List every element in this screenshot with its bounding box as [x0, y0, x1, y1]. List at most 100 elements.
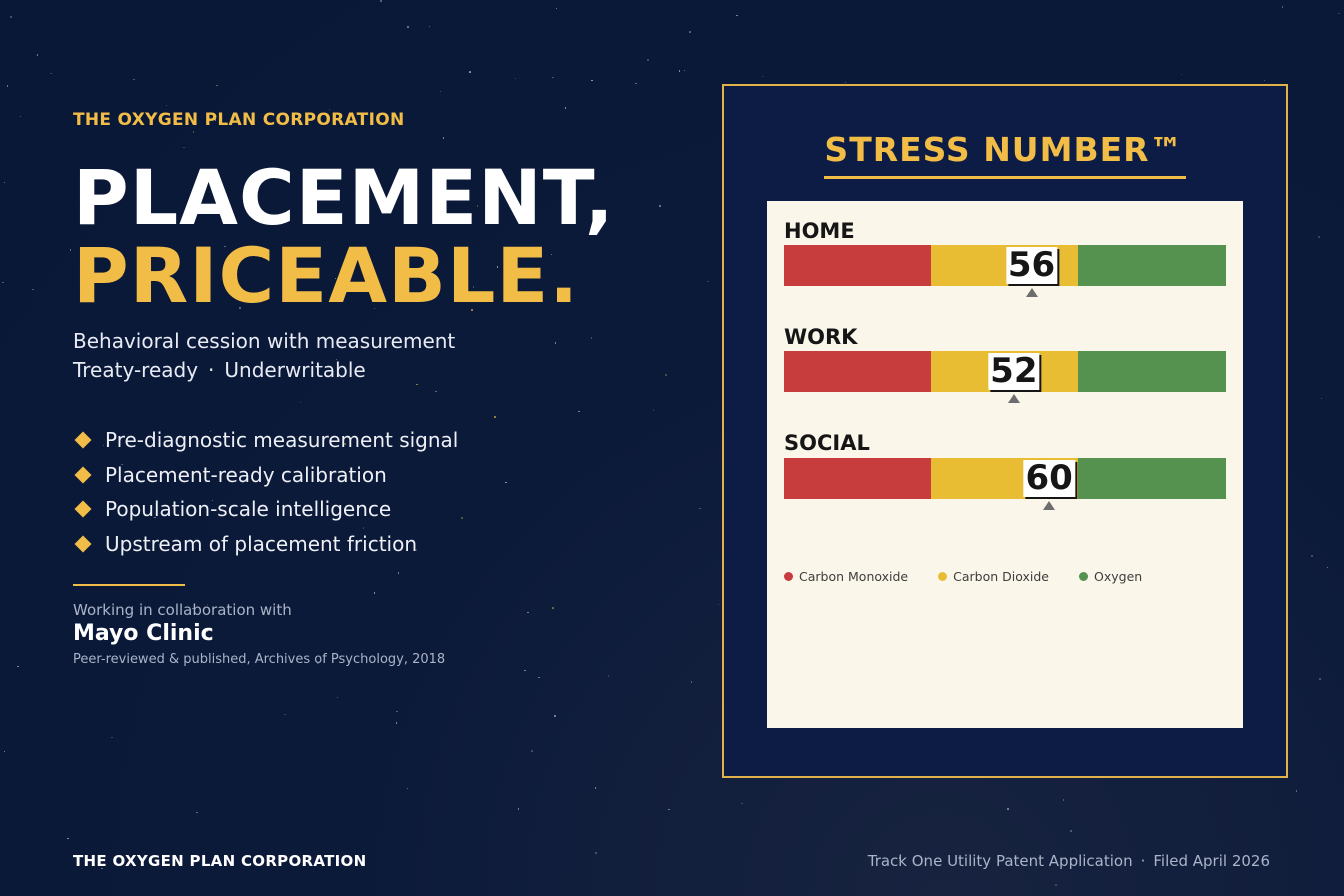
star-dot [3, 750, 6, 753]
diamond-bullet-icon [74, 535, 92, 553]
star-dot [435, 390, 437, 393]
feature-text: Population-scale intelligence [105, 497, 392, 522]
gauge-score-home: 56 [1005, 245, 1058, 285]
star-dot [397, 572, 400, 574]
legend-label: Carbon Dioxide [953, 569, 1049, 584]
star-dot [380, 0, 382, 2]
star-dot [554, 715, 556, 717]
legend-item-carbon-dioxide: Carbon Dioxide [938, 569, 1049, 584]
star-dot [552, 607, 554, 609]
star-dot [665, 374, 667, 376]
star-dot [133, 78, 135, 81]
star-dot [659, 205, 661, 207]
star-dot [1311, 555, 1313, 557]
gauge-marker-social-icon [1043, 501, 1056, 510]
gauge-bar-work: 52 [784, 351, 1226, 403]
legend-item-carbon-monoxide: Carbon Monoxide [784, 569, 908, 584]
company-name: THE OXYGEN PLAN CORPORATION [73, 110, 405, 130]
star-dot [1319, 678, 1321, 680]
star-dot [741, 802, 743, 805]
star-dot [761, 75, 764, 78]
star-dot [1055, 884, 1057, 886]
feature-text: Pre-diagnostic measurement signal [105, 428, 459, 453]
gauge-segment-green [1078, 458, 1226, 499]
feature-text: Upstream of placement friction [105, 532, 418, 557]
panel-title: STRESS NUMBER™ [824, 130, 1186, 179]
star-dot [647, 59, 649, 61]
star-dot [1320, 397, 1323, 400]
gauge-label-home: HOME [784, 219, 855, 243]
star-dot [336, 696, 339, 699]
gold-divider [73, 584, 185, 586]
star-dot [1062, 799, 1065, 801]
star-dot [607, 675, 610, 677]
star-dot [461, 517, 463, 519]
diamond-bullet-icon [74, 500, 92, 518]
gauge-segment-green [1078, 351, 1226, 392]
star-dot [192, 131, 195, 133]
star-dot [6, 85, 9, 87]
publication-citation: Peer-reviewed & published, Archives of P… [73, 652, 446, 667]
star-dot [17, 665, 19, 668]
gauge-label-social: SOCIAL [784, 431, 870, 455]
star-dot [50, 72, 52, 75]
headline-line-1: PLACEMENT, [73, 153, 615, 242]
footer-separator: · [1140, 852, 1146, 870]
collaboration-label: Working in collaboration with [73, 601, 292, 619]
subtitle-separator: · [208, 358, 215, 382]
star-dot [284, 713, 286, 716]
star-dot [652, 409, 655, 411]
star-dot [396, 710, 398, 713]
star-dot [505, 481, 507, 484]
stress-number-panel: STRESS NUMBER™ HOME 56 WORK 52 SOCIAL 60 [722, 84, 1288, 778]
star-dot [527, 611, 529, 614]
star-dot [594, 787, 597, 789]
star-dot [595, 852, 597, 854]
gauge-marker-home-icon [1025, 288, 1038, 297]
star-dot [1281, 6, 1284, 8]
star-dot [717, 603, 720, 606]
star-dot [442, 137, 445, 139]
star-dot [538, 676, 540, 679]
feature-item: Population-scale intelligence [73, 492, 458, 527]
star-dot [707, 280, 709, 283]
star-dot [844, 81, 847, 84]
legend-label: Oxygen [1094, 569, 1143, 584]
star-dot [699, 507, 701, 510]
star-dot [406, 787, 409, 790]
star-dot [564, 107, 567, 109]
feature-list: Pre-diagnostic measurement signal Placem… [73, 423, 458, 561]
subtitle-line-2: Treaty-ready · Underwritable [73, 358, 366, 382]
footer-patent-info: Track One Utility Patent Application · Fil… [868, 852, 1270, 870]
star-dot [1318, 236, 1320, 238]
footer-patent-text: Track One Utility Patent Application [867, 852, 1133, 870]
star-dot [2, 281, 4, 284]
legend-item-oxygen: Oxygen [1079, 569, 1142, 584]
gauge-segment-green [1078, 245, 1226, 286]
panel-title-wrap: STRESS NUMBER™ [724, 130, 1286, 179]
star-dot [1180, 73, 1183, 76]
legend-dot-green-icon [1079, 572, 1088, 581]
star-dot [1263, 79, 1266, 82]
feature-item: Placement-ready calibration [73, 458, 458, 493]
headline-line-2: PRICEABLE. [73, 231, 580, 320]
star-dot [183, 146, 185, 149]
star-dot [373, 592, 376, 594]
gauge-segment-red [784, 351, 931, 392]
star-dot [32, 288, 34, 291]
gauge-score-social: 60 [1023, 458, 1075, 498]
star-dot [416, 383, 418, 386]
star-dot [668, 808, 670, 810]
star-dot [407, 26, 409, 28]
star-dot [736, 14, 738, 17]
star-dot [469, 71, 471, 73]
subtitle-treaty-ready: Treaty-ready [73, 358, 199, 382]
star-dot [1295, 790, 1298, 792]
legend-label: Carbon Monoxide [799, 569, 909, 584]
star-dot [36, 54, 39, 56]
star-dot [439, 90, 442, 93]
star-dot [428, 25, 431, 28]
star-dot [578, 410, 580, 413]
partner-name: Mayo Clinic [73, 621, 214, 646]
gauge-marker-work-icon [1007, 394, 1020, 403]
